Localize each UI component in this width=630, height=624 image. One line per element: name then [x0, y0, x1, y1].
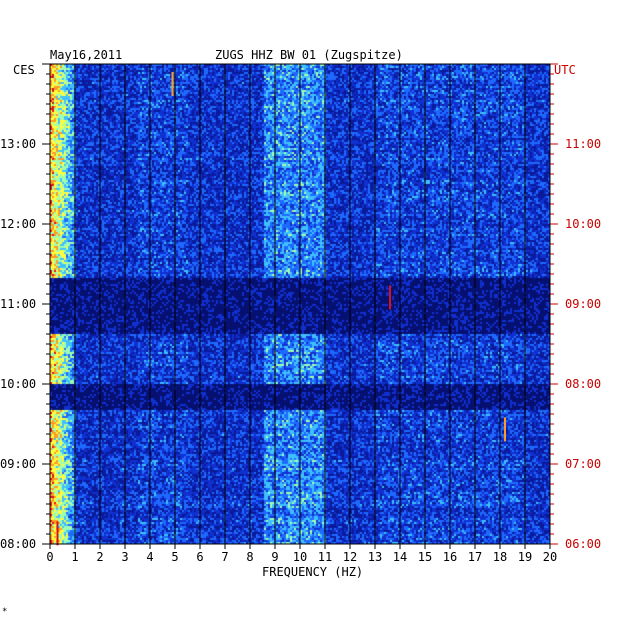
x-tick-label: 12	[343, 550, 357, 564]
x-tick-label: 15	[418, 550, 432, 564]
x-tick-label: 7	[221, 550, 228, 564]
event-mark	[171, 72, 174, 96]
x-tick-label: 8	[246, 550, 253, 564]
x-axis-label: FREQUENCY (HZ)	[262, 565, 364, 579]
y-right-tick-label: 07:00	[565, 457, 602, 471]
x-tick-label: 13	[368, 550, 382, 564]
x-tick-label: 0	[46, 550, 53, 564]
x-tick-label: 18	[493, 550, 507, 564]
y-right-tick-label: 10:00	[565, 217, 602, 231]
x-tick-label: 1	[71, 550, 78, 564]
left-timezone-label: CES	[13, 63, 35, 77]
y-right-tick-label: 08:00	[565, 377, 602, 391]
x-tick-label: 3	[121, 550, 128, 564]
plot-frame	[49, 63, 551, 545]
footnote-mark: *	[2, 607, 8, 617]
x-tick-label: 10	[293, 550, 307, 564]
y-left-tick-label: 13:00	[0, 137, 37, 151]
x-tick-label: 6	[196, 550, 203, 564]
right-timezone-label: UTC	[554, 63, 576, 77]
y-right-tick-label: 11:00	[565, 137, 602, 151]
x-tick-label: 2	[96, 550, 103, 564]
x-tick-label: 5	[171, 550, 178, 564]
x-tick-label: 19	[518, 550, 532, 564]
date-label: May16,2011	[50, 48, 123, 62]
y-left-tick-label: 08:00	[0, 537, 37, 551]
y-left-tick-label: 10:00	[0, 377, 37, 391]
y-right-tick-label: 06:00	[565, 537, 602, 551]
event-mark	[389, 285, 391, 310]
x-tick-label: 14	[393, 550, 407, 564]
x-tick-label: 4	[146, 550, 153, 564]
x-tick-label: 16	[443, 550, 457, 564]
x-tick-label: 11	[318, 550, 332, 564]
station-title: ZUGS HHZ BW 01 (Zugspitze)	[215, 48, 403, 62]
x-tick-label: 20	[543, 550, 557, 564]
x-tick-label: 9	[271, 550, 278, 564]
y-right-tick-label: 09:00	[565, 297, 602, 311]
event-mark	[504, 417, 506, 442]
y-left-tick-label: 12:00	[0, 217, 37, 231]
y-left-tick-label: 11:00	[0, 297, 37, 311]
x-tick-label: 17	[468, 550, 482, 564]
y-left-tick-label: 09:00	[0, 457, 37, 471]
event-mark	[56, 521, 59, 546]
